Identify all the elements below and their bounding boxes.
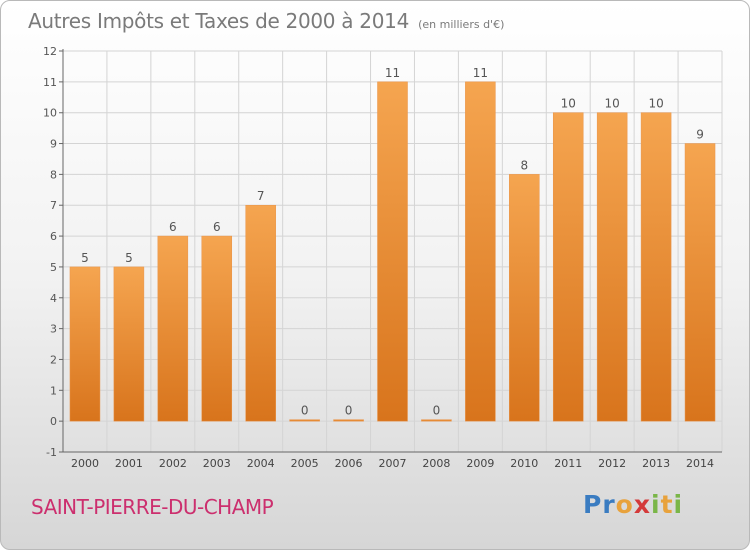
y-tick-label: 2 [50, 353, 57, 366]
data-label: 10 [648, 97, 663, 111]
y-tick-label: 12 [43, 45, 57, 58]
bar-2003 [201, 235, 233, 422]
data-label: 6 [213, 220, 221, 234]
y-tick-label: 5 [50, 261, 57, 274]
logo-letter: r [602, 490, 616, 519]
x-tick-label: 2008 [422, 457, 450, 470]
data-label: 0 [345, 404, 353, 418]
bar-2012 [596, 112, 628, 422]
x-tick-label: 2011 [554, 457, 582, 470]
bar-2009 [465, 81, 496, 422]
y-tick-label: 9 [50, 138, 57, 151]
logo-letter: x [633, 490, 651, 519]
y-tick-label: 8 [50, 168, 57, 181]
data-label: 6 [169, 220, 177, 234]
data-label: 0 [433, 404, 441, 418]
y-tick-label: 7 [50, 199, 57, 212]
x-tick-label: 2005 [291, 457, 319, 470]
chart-title: Autres Impôts et Taxes de 2000 à 2014 [28, 9, 409, 33]
bar-2014 [684, 143, 716, 422]
data-label: 7 [257, 189, 265, 203]
data-label: 5 [125, 251, 133, 265]
logo-letter: P [583, 490, 603, 519]
data-label: 10 [605, 97, 620, 111]
y-tick-label: -1 [46, 446, 57, 459]
x-tick-label: 2007 [379, 457, 407, 470]
x-tick-label: 2006 [335, 457, 363, 470]
x-axis-ticks: 2000 2001 2002 2003 2004 2005 2006 2007 2008 2009… [71, 457, 714, 470]
x-tick-label: 2013 [642, 457, 670, 470]
bar-2005 [289, 419, 320, 422]
data-label: 9 [696, 128, 704, 142]
bar-2008 [421, 419, 452, 422]
chart-title-block: Autres Impôts et Taxes de 2000 à 2014 (e… [28, 9, 504, 33]
x-tick-label: 2002 [159, 457, 187, 470]
x-tick-label: 2009 [466, 457, 494, 470]
bar-2013 [640, 112, 672, 422]
data-label: 5 [81, 251, 89, 265]
bar-2010 [509, 174, 540, 422]
logo-letter: i [673, 490, 684, 519]
bar-2000 [69, 266, 101, 422]
x-tick-label: 2004 [247, 457, 275, 470]
bar-2004 [245, 204, 276, 422]
y-tick-label: 10 [43, 107, 57, 120]
bar-2007 [377, 81, 408, 422]
commune-name: SAINT-PIERRE-DU-CHAMP [31, 495, 274, 519]
bar-2002 [157, 235, 189, 422]
data-label: 11 [473, 66, 488, 80]
x-tick-label: 2012 [598, 457, 626, 470]
bar-2006 [333, 419, 364, 422]
x-tick-label: 2000 [71, 457, 99, 470]
data-label: 0 [301, 404, 309, 418]
x-tick-label: 2003 [203, 457, 231, 470]
y-tick-label: 11 [43, 76, 57, 89]
bars [69, 81, 716, 422]
chart-subtitle: (en milliers d'€) [418, 18, 505, 31]
data-label: 10 [561, 97, 576, 111]
y-tick-label: 6 [50, 230, 57, 243]
y-tick-label: 3 [50, 323, 57, 336]
bar-2001 [113, 266, 145, 422]
data-label: 11 [385, 66, 400, 80]
x-tick-label: 2001 [115, 457, 143, 470]
bar-2011 [552, 112, 584, 422]
y-tick-label: 0 [50, 415, 57, 428]
logo-letter: i [651, 490, 661, 519]
logo-letter: t [660, 490, 674, 519]
x-tick-label: 2014 [686, 457, 714, 470]
logo-letter: o [615, 490, 634, 519]
data-label: 8 [520, 158, 528, 172]
y-tick-label: 1 [50, 384, 57, 397]
y-tick-label: 4 [50, 292, 57, 305]
data-labels: 5 5 6 6 7 0 0 11 0 11 8 10 10 10 9 [81, 66, 704, 418]
proxiti-logo[interactable]: Proxiti [583, 490, 683, 519]
axes [59, 49, 722, 453]
x-tick-label: 2010 [510, 457, 538, 470]
